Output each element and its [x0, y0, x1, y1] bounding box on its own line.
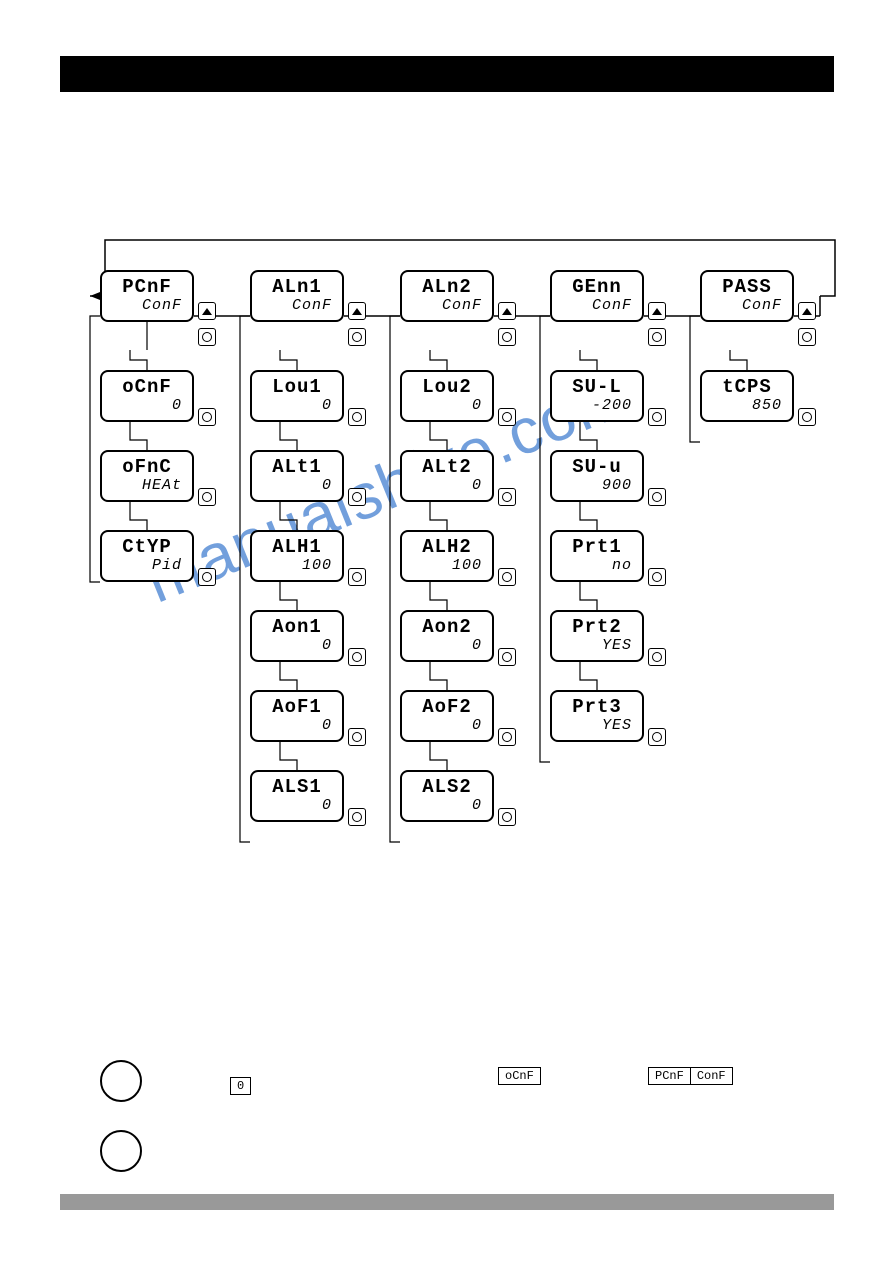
step-circle-1	[100, 1060, 142, 1102]
header-pass: PASSConF	[700, 270, 794, 322]
header-pcnf: PCnFConF	[100, 270, 194, 322]
instruction-row-2	[100, 1130, 142, 1177]
header-aln1: ALn1ConF	[250, 270, 344, 322]
enter-icon	[648, 408, 666, 426]
param-su-l: SU-L-200	[550, 370, 644, 422]
param-prt3: Prt3YES	[550, 690, 644, 742]
param-ofnc: oFnCHEAt	[100, 450, 194, 502]
param-lou2: Lou20	[400, 370, 494, 422]
param-als1: ALS10	[250, 770, 344, 822]
enter-icon	[498, 408, 516, 426]
up-arrow-icon	[198, 302, 216, 320]
enter-icon	[348, 808, 366, 826]
enter-icon	[348, 488, 366, 506]
enter-icon	[348, 408, 366, 426]
enter-icon	[198, 328, 216, 346]
enter-icon	[498, 328, 516, 346]
param-alt1: ALt10	[250, 450, 344, 502]
menu-flowchart: PCnFConF ALn1ConF ALn2ConF GEnnConF PASSConF…	[80, 230, 840, 950]
step-circle-2	[100, 1130, 142, 1172]
enter-icon	[798, 408, 816, 426]
up-arrow-icon	[798, 302, 816, 320]
header-black-bar	[60, 56, 834, 92]
param-su-u: SU-u900	[550, 450, 644, 502]
param-lou1: Lou10	[250, 370, 344, 422]
footer-gray-bar	[60, 1194, 834, 1210]
param-tcps: tCPS850	[700, 370, 794, 422]
tiny-zero-box: 0	[230, 1076, 251, 1095]
enter-icon	[198, 408, 216, 426]
enter-icon	[498, 808, 516, 826]
param-aon2: Aon20	[400, 610, 494, 662]
enter-icon	[348, 648, 366, 666]
param-als2: ALS20	[400, 770, 494, 822]
enter-icon	[498, 488, 516, 506]
param-alh1: ALH1100	[250, 530, 344, 582]
enter-icon	[798, 328, 816, 346]
up-arrow-icon	[648, 302, 666, 320]
param-alt2: ALt20	[400, 450, 494, 502]
enter-icon	[648, 488, 666, 506]
enter-icon	[498, 568, 516, 586]
enter-icon	[198, 568, 216, 586]
param-aof2: AoF20	[400, 690, 494, 742]
enter-icon	[498, 648, 516, 666]
param-alh2: ALH2100	[400, 530, 494, 582]
enter-icon	[198, 488, 216, 506]
param-aon1: Aon10	[250, 610, 344, 662]
param-ctyp: CtYPPid	[100, 530, 194, 582]
ref-ocnf: oCnF	[498, 1066, 541, 1085]
enter-icon	[648, 648, 666, 666]
param-aof1: AoF10	[250, 690, 344, 742]
enter-icon	[498, 728, 516, 746]
ref-pcnf-conf: PCnFConF	[648, 1066, 733, 1085]
connector-lines	[80, 230, 840, 950]
enter-icon	[648, 728, 666, 746]
enter-icon	[648, 568, 666, 586]
enter-icon	[348, 328, 366, 346]
param-prt2: Prt2YES	[550, 610, 644, 662]
param-prt1: Prt1no	[550, 530, 644, 582]
header-aln2: ALn2ConF	[400, 270, 494, 322]
up-arrow-icon	[498, 302, 516, 320]
enter-icon	[648, 328, 666, 346]
header-genn: GEnnConF	[550, 270, 644, 322]
param-ocnf: oCnF0	[100, 370, 194, 422]
enter-icon	[348, 728, 366, 746]
enter-icon	[348, 568, 366, 586]
up-arrow-icon	[348, 302, 366, 320]
instruction-row-1	[100, 1060, 142, 1107]
